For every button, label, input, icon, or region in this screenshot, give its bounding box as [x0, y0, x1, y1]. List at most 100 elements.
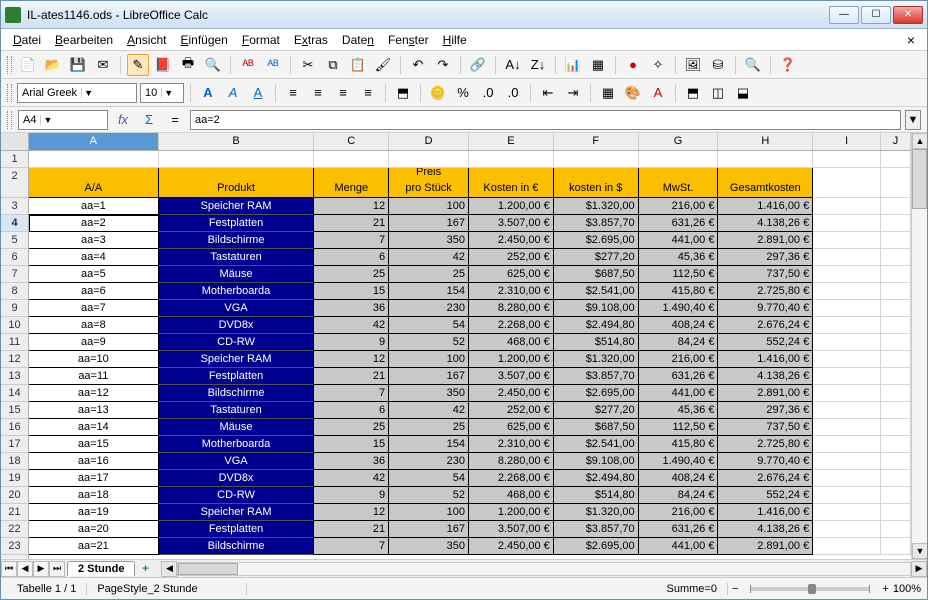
cell[interactable]	[881, 317, 911, 334]
menu-fenster[interactable]: Fenster	[382, 31, 435, 49]
cell-preis[interactable]: 42	[389, 249, 469, 266]
cell-mwst[interactable]: 45,36 €	[639, 249, 719, 266]
cell-preis[interactable]: 350	[389, 232, 469, 249]
cell-kosten-eur[interactable]: 252,00 €	[469, 402, 554, 419]
cell-gesamt[interactable]: 4.138,26 €	[718, 215, 813, 232]
scroll-up-icon[interactable]: ▲	[912, 133, 927, 149]
italic-button[interactable]: A	[222, 82, 244, 104]
cell[interactable]	[813, 351, 881, 368]
cell-kosten-usd[interactable]: $2.695,00	[554, 385, 639, 402]
row-header[interactable]: 8	[1, 283, 28, 300]
cell-preis[interactable]: 52	[389, 334, 469, 351]
cell[interactable]	[813, 283, 881, 300]
cell[interactable]	[813, 249, 881, 266]
row-header[interactable]: 3	[1, 198, 28, 215]
row-header[interactable]: 1	[1, 151, 28, 168]
cell[interactable]	[813, 334, 881, 351]
cell[interactable]	[881, 232, 911, 249]
cell-product[interactable]: Mäuse	[159, 419, 315, 436]
cell-product[interactable]: Tastaturen	[159, 249, 315, 266]
bgcolor-button[interactable]: 🎨	[622, 82, 644, 104]
hscroll-track[interactable]	[177, 562, 911, 576]
cell-product[interactable]: CD-RW	[159, 334, 315, 351]
row-header[interactable]: 12	[1, 351, 28, 368]
spellcheck-button[interactable]: ᴬᴮ	[237, 54, 259, 76]
paste-button[interactable]: 📋	[347, 54, 369, 76]
cell-preis[interactable]: 25	[389, 419, 469, 436]
cell-gesamt[interactable]: 2.725,80 €	[718, 283, 813, 300]
formula-expand-button[interactable]: ▼	[905, 110, 921, 130]
row-header[interactable]: 17	[1, 436, 28, 453]
cell-kosten-eur[interactable]: 1.200,00 €	[469, 351, 554, 368]
cell-kosten-eur[interactable]: 2.450,00 €	[469, 232, 554, 249]
row-header[interactable]: 5	[1, 232, 28, 249]
row-header[interactable]: 22	[1, 521, 28, 538]
row-header[interactable]: 23	[1, 538, 28, 555]
chart-button[interactable]: 📊	[562, 54, 584, 76]
show-grid-button[interactable]: ▦	[587, 54, 609, 76]
cell-gesamt[interactable]: 9.770,40 €	[718, 300, 813, 317]
hyperlink-button[interactable]: 🔗	[467, 54, 489, 76]
cell-menge[interactable]: 12	[314, 504, 389, 521]
cell[interactable]	[881, 504, 911, 521]
cell-mwst[interactable]: 631,26 €	[639, 521, 719, 538]
cell-kosten-eur[interactable]: 3.507,00 €	[469, 521, 554, 538]
zoom-out-icon[interactable]: −	[728, 583, 742, 595]
cell-menge[interactable]: 36	[314, 300, 389, 317]
menu-einfuegen[interactable]: Einfügen	[174, 31, 233, 49]
sheet-tab[interactable]: 2 Stunde	[67, 561, 135, 576]
cell[interactable]	[881, 436, 911, 453]
cell-preis[interactable]: 230	[389, 453, 469, 470]
cell[interactable]	[881, 215, 911, 232]
align-bottom-button[interactable]: ⬓	[732, 82, 754, 104]
cell-preis[interactable]: 52	[389, 487, 469, 504]
cell-preis[interactable]: 154	[389, 283, 469, 300]
cell[interactable]	[813, 436, 881, 453]
cell[interactable]	[813, 368, 881, 385]
cell[interactable]	[813, 266, 881, 283]
formula-input[interactable]: aa=2	[190, 110, 901, 130]
cell[interactable]	[881, 368, 911, 385]
cell[interactable]	[813, 453, 881, 470]
cell[interactable]	[813, 487, 881, 504]
cell-aa[interactable]: aa=14	[29, 419, 159, 436]
cell-product[interactable]: Festplatten	[159, 521, 315, 538]
scroll-track[interactable]	[912, 149, 927, 543]
cell[interactable]	[718, 151, 813, 168]
cell-menge[interactable]: 12	[314, 198, 389, 215]
cell-kosten-eur[interactable]: 468,00 €	[469, 334, 554, 351]
cell[interactable]	[159, 151, 315, 168]
cell[interactable]	[813, 538, 881, 555]
cell-gesamt[interactable]: 297,36 €	[718, 249, 813, 266]
col-header-C[interactable]: C	[314, 133, 389, 150]
cell-kosten-usd[interactable]: $2.494,80	[554, 317, 639, 334]
save-button[interactable]: 💾	[67, 54, 89, 76]
toolbar-grip-icon[interactable]	[7, 84, 12, 102]
cell-product[interactable]: Motherboarda	[159, 283, 315, 300]
scroll-down-icon[interactable]: ▼	[912, 543, 927, 559]
menu-bearbeiten[interactable]: Bearbeiten	[49, 31, 119, 49]
cell[interactable]	[813, 470, 881, 487]
cell[interactable]	[881, 334, 911, 351]
cell-menge[interactable]: 6	[314, 402, 389, 419]
align-top-button[interactable]: ⬒	[682, 82, 704, 104]
header-aa[interactable]: A/A	[29, 168, 159, 198]
cell-kosten-usd[interactable]: $687,50	[554, 419, 639, 436]
row-header[interactable]: 16	[1, 419, 28, 436]
redo-button[interactable]: ↷	[432, 54, 454, 76]
cell[interactable]	[881, 453, 911, 470]
cell-aa[interactable]: aa=5	[29, 266, 159, 283]
cell-kosten-eur[interactable]: 252,00 €	[469, 249, 554, 266]
row-header[interactable]: 13	[1, 368, 28, 385]
tab-next-button[interactable]: ▶	[33, 561, 49, 577]
cell-kosten-eur[interactable]: 468,00 €	[469, 487, 554, 504]
cell-kosten-eur[interactable]: 2.268,00 €	[469, 470, 554, 487]
cell-product[interactable]: VGA	[159, 300, 315, 317]
cell-kosten-usd[interactable]: $1.320,00	[554, 504, 639, 521]
cell-kosten-eur[interactable]: 3.507,00 €	[469, 215, 554, 232]
minimize-button[interactable]: —	[829, 6, 859, 24]
cell-menge[interactable]: 21	[314, 368, 389, 385]
cell-aa[interactable]: aa=7	[29, 300, 159, 317]
col-header-I[interactable]: I	[813, 133, 881, 150]
cell-preis[interactable]: 54	[389, 470, 469, 487]
